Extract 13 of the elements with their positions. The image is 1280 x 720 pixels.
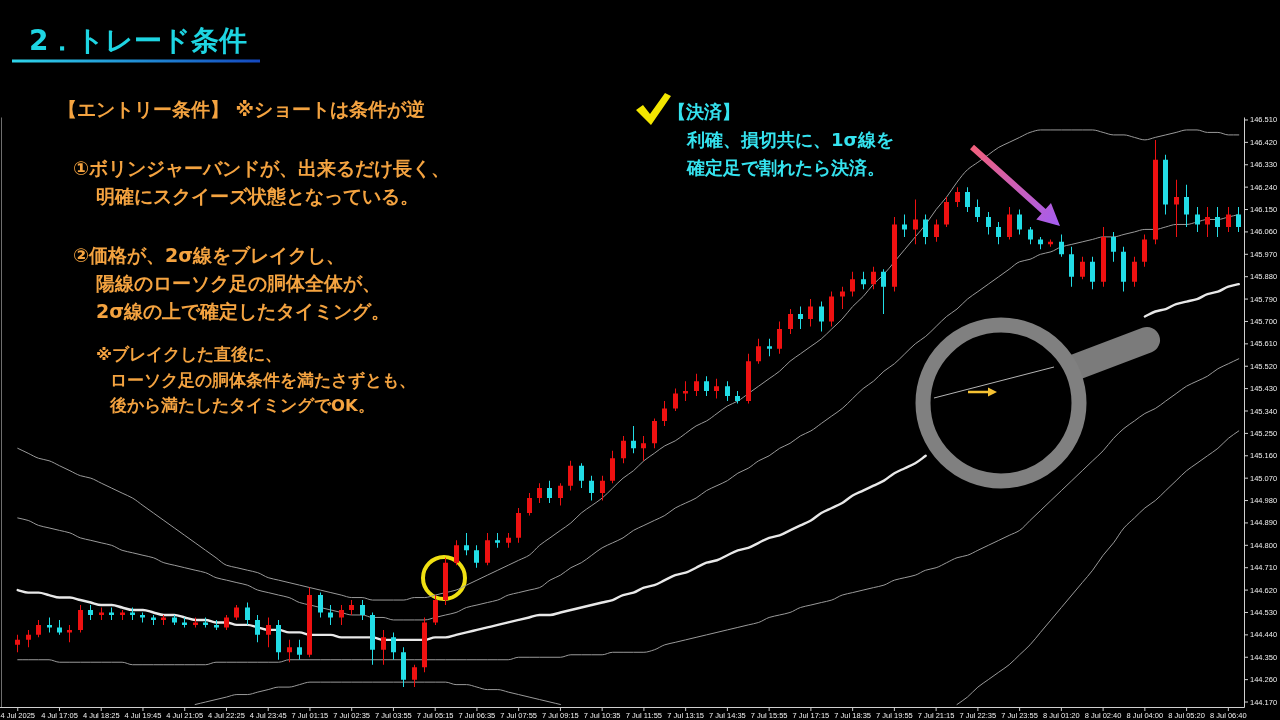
annotation: 【決済】 (668, 101, 740, 122)
annotation: ※ブレイクした直後に、 (96, 345, 283, 364)
annotation: 明確にスクイーズ状態となっている。 (96, 185, 419, 207)
annotation: 確定足で割れたら決済。 (686, 157, 885, 178)
annotation: 【エントリー条件】 ※ショートは条件が逆 (58, 98, 426, 120)
annotation: 2σ線の上で確定したタイミング。 (96, 300, 391, 322)
annotation: ローソク足の胴体条件を満たさずとも、 (110, 370, 416, 390)
annotation: 後から満たしたタイミングでOK。 (109, 396, 375, 415)
annotation: 陽線のローソク足の胴体全体が、 (96, 272, 381, 294)
annotation: 利確、損切共に、1σ線を (686, 129, 894, 150)
annotation: ②価格が、2σ線をブレイクし、 (73, 244, 346, 266)
annotation: ①ボリンジャーバンドが、出来るだけ長く、 (73, 157, 451, 179)
chart-title: 2．トレード条件 (29, 24, 248, 57)
